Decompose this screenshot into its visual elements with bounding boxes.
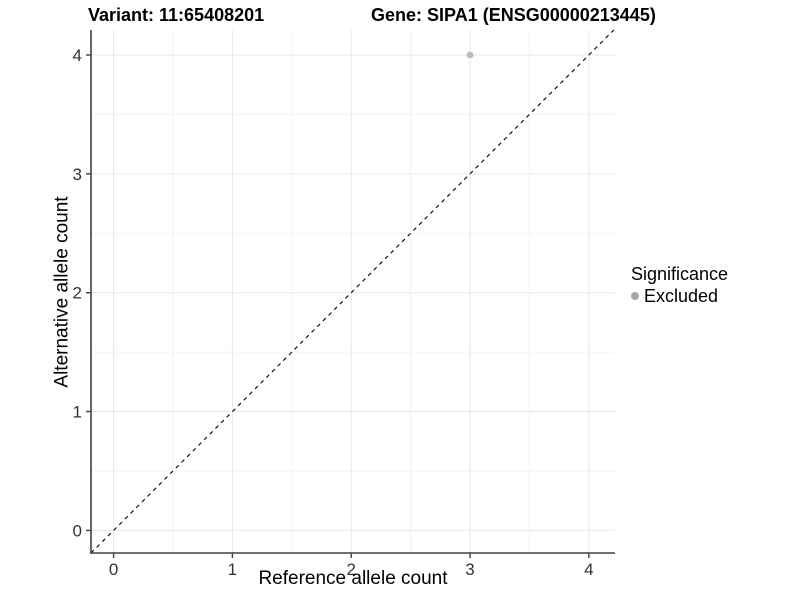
y-axis-title: Alternative allele count	[51, 196, 73, 388]
legend: Significance Excluded	[631, 263, 728, 307]
y-tick-label: 4	[73, 46, 82, 65]
x-tick-label: 4	[584, 560, 593, 579]
gene-title: Gene: SIPA1 (ENSG00000213445)	[371, 5, 656, 25]
legend-title: Significance	[631, 264, 729, 284]
y-tick-label: 1	[73, 403, 82, 422]
x-tick-label: 0	[109, 560, 118, 579]
identity-line	[90, 29, 615, 554]
legend-item-excluded: Excluded	[631, 285, 728, 307]
x-axis-title: Reference allele count	[258, 568, 448, 589]
y-tick-label: 3	[73, 165, 82, 184]
legend-item-label: Excluded	[644, 286, 719, 306]
variant-title: Variant: 11:65408201	[88, 5, 265, 25]
y-tick-label: 2	[73, 284, 82, 303]
x-tick-label: 3	[465, 560, 474, 579]
x-tick-label: 2	[346, 560, 355, 579]
data-point	[466, 51, 474, 59]
y-tick-label: 0	[73, 521, 82, 540]
legend-point-icon	[631, 292, 639, 300]
x-tick-label: 1	[228, 560, 237, 579]
